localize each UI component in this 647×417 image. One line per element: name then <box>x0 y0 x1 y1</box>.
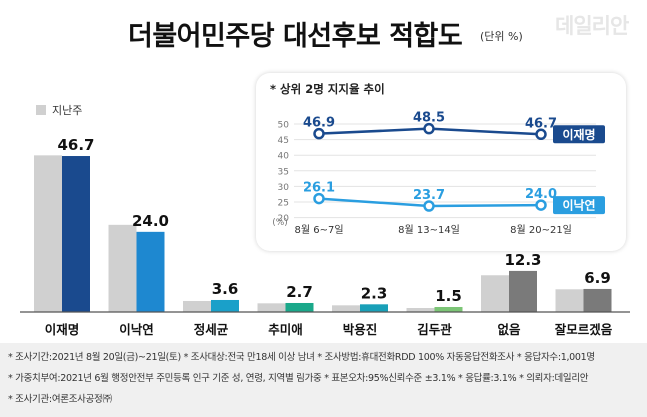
bar-previous-week <box>34 155 62 312</box>
category-label: 정세균 <box>194 322 229 337</box>
y-tick-label: 45 <box>278 136 289 146</box>
point-data-label: 46.9 <box>303 116 335 131</box>
bar-data-label: 3.6 <box>212 280 239 298</box>
bar-previous-week <box>332 305 360 312</box>
y-tick-label: 50 <box>278 121 290 131</box>
bar-current-week <box>211 299 239 312</box>
series-point <box>535 128 547 141</box>
bar-data-label: 1.5 <box>435 287 462 305</box>
category-label: 잘모르겠음 <box>555 322 613 337</box>
category-label: 추미애 <box>268 322 303 337</box>
bar-data-label: 24.0 <box>132 212 169 230</box>
bar-previous-week <box>257 303 286 312</box>
series-point <box>313 192 325 205</box>
category-label: 이재명 <box>45 322 80 337</box>
bar-current-week <box>434 306 463 312</box>
page-title: 더불어민주당 대선후보 적합도 <box>128 21 463 52</box>
point-data-label: 48.5 <box>413 111 445 126</box>
bar-current-week <box>509 270 537 312</box>
footnote-line-1: * 조사기간:2021년 8월 20일(금)~21일(토) * 조사대상:전국 … <box>8 352 595 363</box>
inset-title-text: 상위 2명 지지율 추이 <box>280 82 385 96</box>
bar-current-week <box>583 288 612 312</box>
series-point <box>423 200 435 212</box>
brand-logo: 데일리안 <box>555 14 629 38</box>
y-tick-label: 25 <box>278 199 289 209</box>
x-tick-label: 8월 13~14일 <box>398 224 460 236</box>
point-data-label: 24.0 <box>525 187 557 202</box>
bar-data-label: 2.3 <box>361 284 388 302</box>
bar-data-label: 46.7 <box>57 136 94 154</box>
series-name-label: 이재명 <box>562 127 595 142</box>
y-unit-label: (%) <box>272 218 288 228</box>
bar-data-label: 2.7 <box>286 283 313 301</box>
bar-previous-week <box>183 300 211 312</box>
series-name-tag <box>553 125 605 144</box>
x-tick-label: 8월 20~21일 <box>510 224 572 236</box>
series-point <box>535 199 547 211</box>
line-chart: 50 45 40 35 30 25 20(%) 46.9 48.5 46.7 이재명 26.1 23.7… <box>272 111 605 236</box>
category-label: 박용진 <box>343 322 378 337</box>
bar-current-week <box>136 231 165 312</box>
legend: 지난주 <box>36 102 82 118</box>
series-name-tag <box>553 196 605 215</box>
unit-label: (단위 %) <box>480 30 523 43</box>
bar-previous-week <box>108 224 137 312</box>
bar-data-label: 12.3 <box>504 251 541 269</box>
bar-chart: 46.7 이재명 24.0 이낙연 3.6 정세균 2.7 추미애 2.3 박용진 1.5 김두관 12… <box>20 136 630 337</box>
inset-asterisk: * <box>270 82 281 96</box>
y-tick-label: 20 <box>278 214 290 224</box>
point-data-label: 23.7 <box>413 188 445 203</box>
footnote-line-2: * 가중치부여:2021년 6월 행정안전부 주민등록 인구 기준 성, 연령,… <box>8 373 589 384</box>
bar-current-week <box>62 156 90 312</box>
series-point <box>423 122 435 135</box>
category-label: 김두관 <box>417 322 452 337</box>
x-tick-label: 8월 6~7일 <box>294 224 343 236</box>
bar-previous-week <box>406 307 435 312</box>
legend-label: 지난주 <box>52 104 83 117</box>
category-label: 없음 <box>497 322 521 337</box>
series-point <box>313 127 325 140</box>
bar-previous-week <box>481 275 509 312</box>
bar-data-label: 6.9 <box>584 269 611 287</box>
footnote-panel: * 조사기간:2021년 8월 20일(금)~21일(토) * 조사대상:전국 … <box>0 343 647 417</box>
legend-swatch <box>36 105 46 115</box>
footnote-line-3: * 조사기관:여론조사공정㈜ <box>8 394 112 405</box>
inset-title: * 상위 2명 지지율 추이 <box>270 81 385 97</box>
bar-current-week <box>360 304 388 312</box>
category-label: 이낙연 <box>119 322 154 337</box>
y-tick-label: 35 <box>278 167 289 177</box>
y-tick-label: 30 <box>278 183 290 193</box>
y-tick-label: 40 <box>278 152 290 162</box>
point-data-label: 26.1 <box>303 181 335 196</box>
trend-inset: * 상위 2명 지지율 추이 50 45 40 35 30 25 20 (%) 46.9 48.5… <box>256 73 626 251</box>
series-name-label: 이낙연 <box>562 198 595 213</box>
bar-previous-week <box>555 289 584 312</box>
bar-current-week <box>285 302 314 312</box>
point-data-label: 46.7 <box>525 116 557 131</box>
